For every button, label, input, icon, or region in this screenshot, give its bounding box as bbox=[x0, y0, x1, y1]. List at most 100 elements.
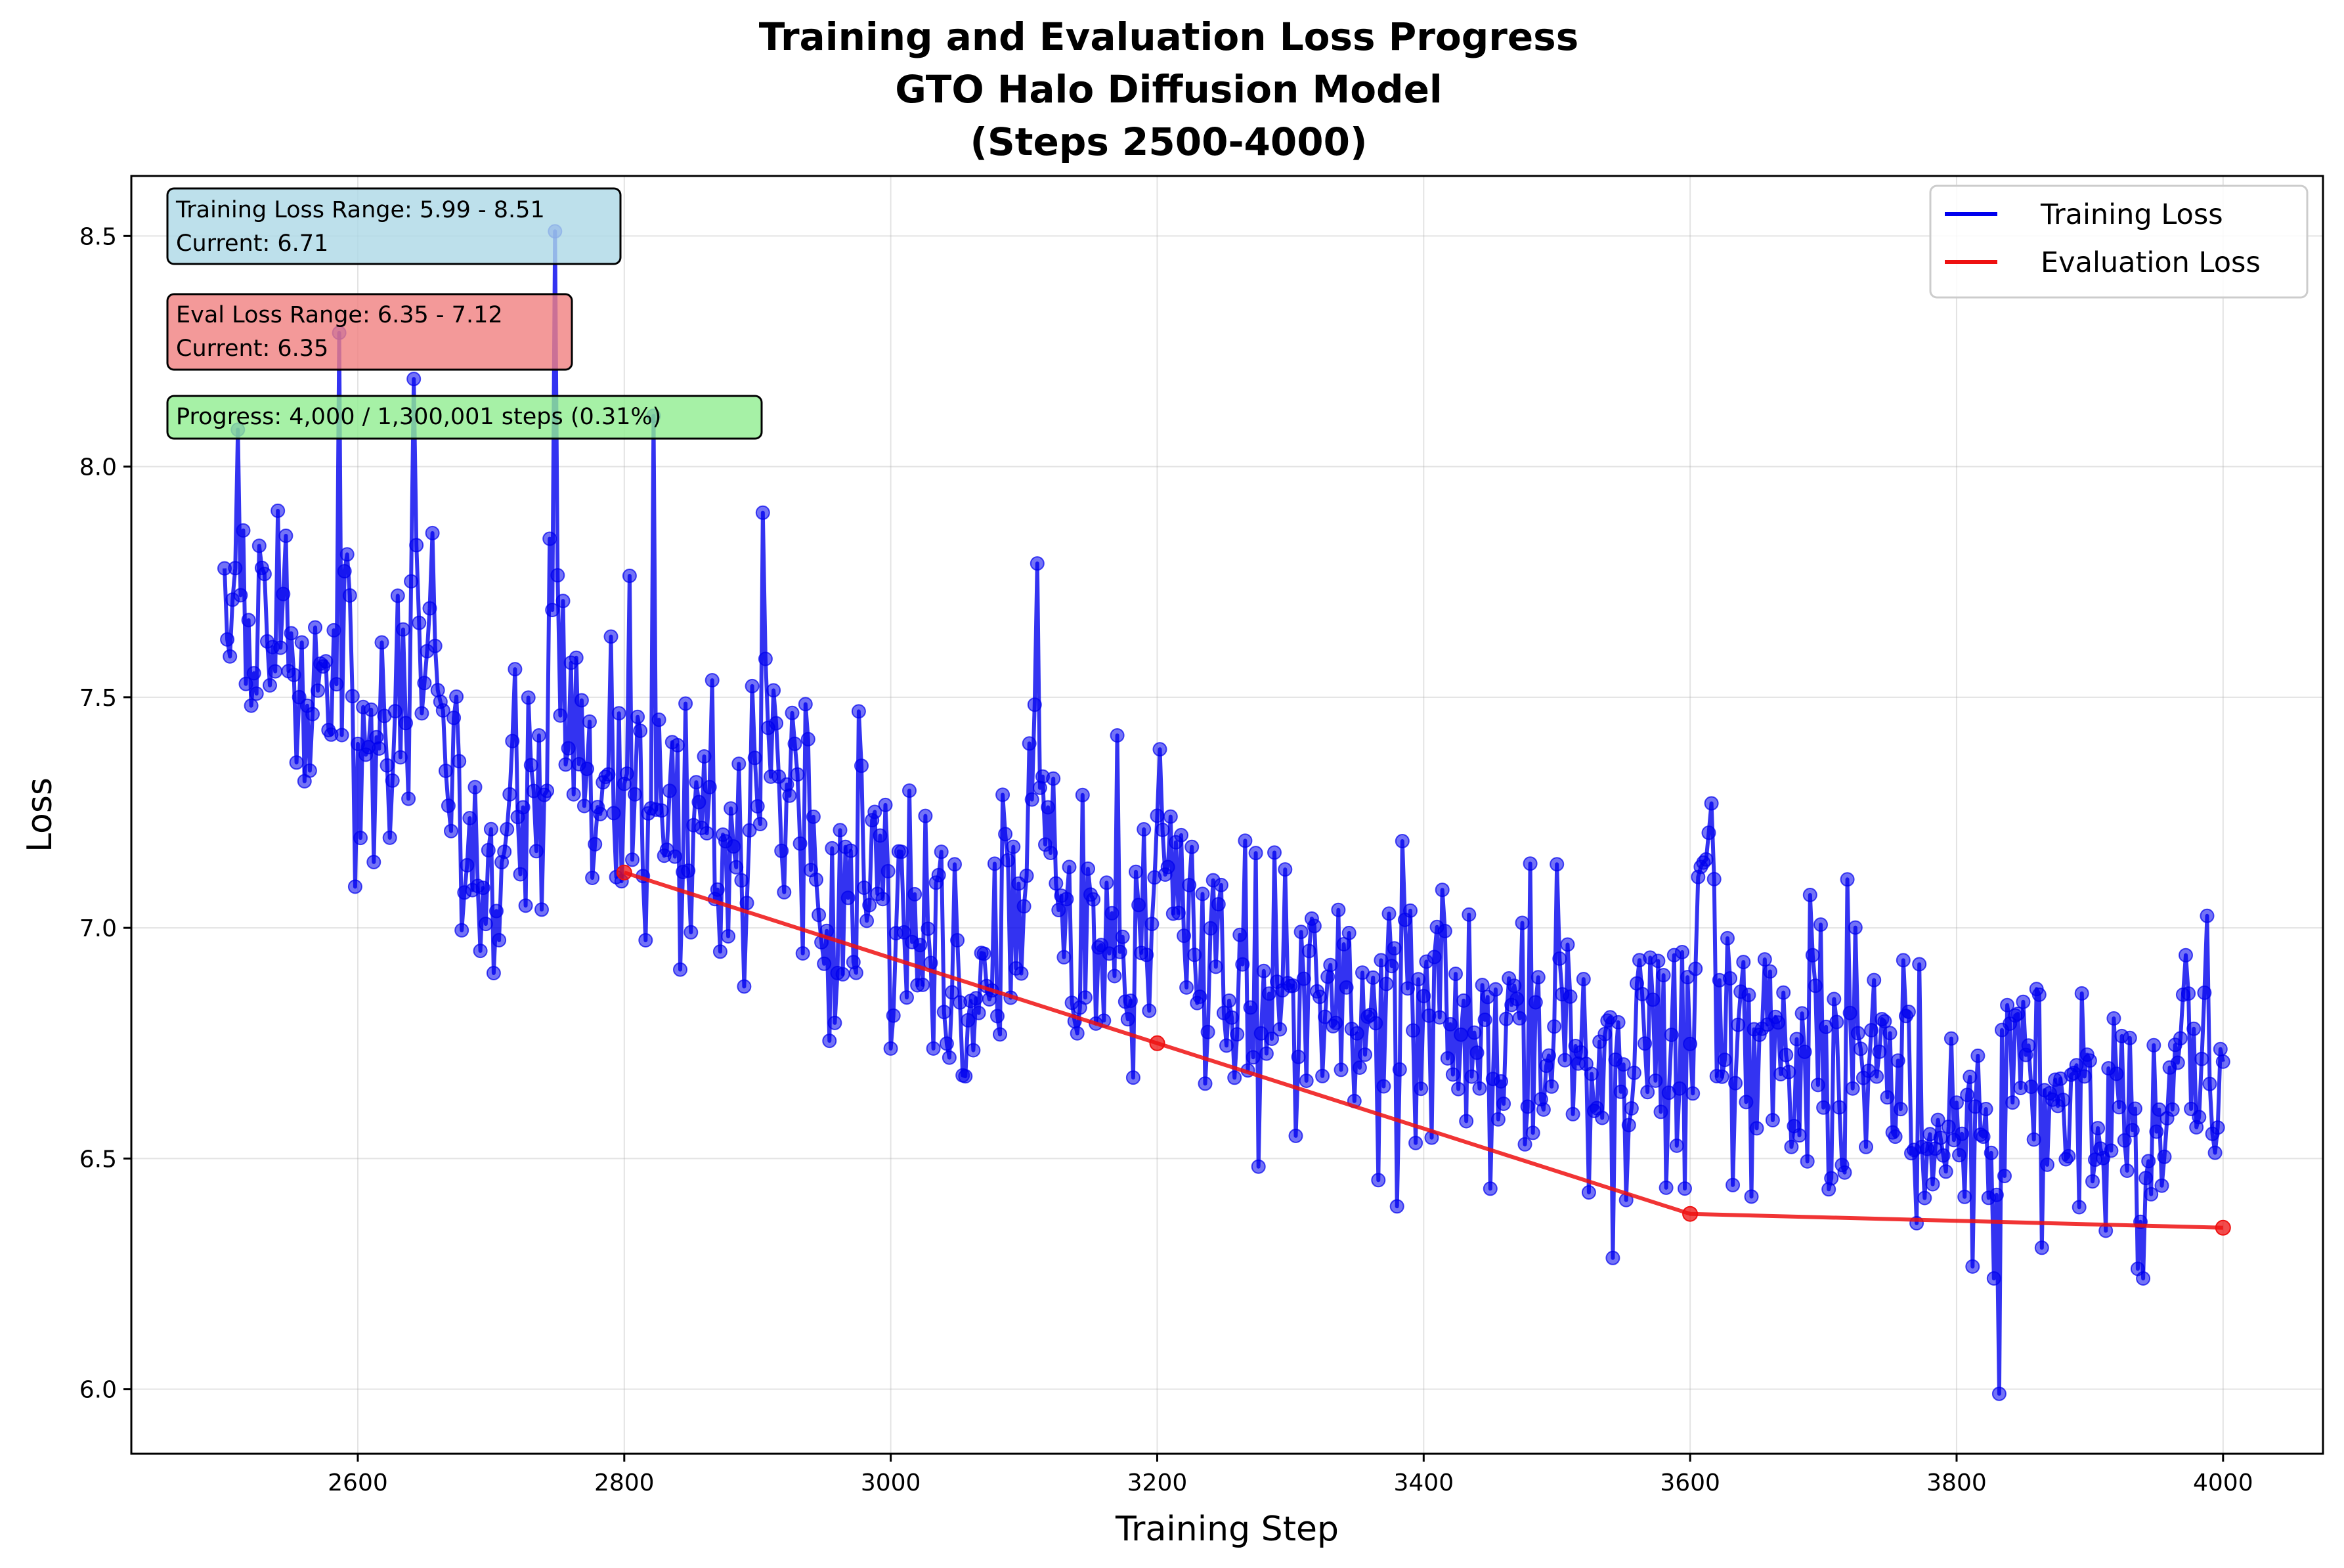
training-loss-point bbox=[966, 1043, 981, 1058]
training-loss-point bbox=[1075, 787, 1090, 802]
annotation-line: Current: 6.71 bbox=[176, 230, 328, 257]
training-loss-point bbox=[249, 686, 264, 701]
training-loss-point bbox=[576, 798, 592, 814]
training-loss-point bbox=[228, 561, 243, 576]
training-loss-point bbox=[1626, 1065, 1641, 1080]
training-loss-point bbox=[1051, 903, 1066, 917]
training-loss-point bbox=[958, 1069, 973, 1084]
training-loss-point bbox=[1701, 825, 1716, 840]
training-loss-point bbox=[1477, 1013, 1492, 1028]
training-loss-point bbox=[1406, 1023, 1421, 1038]
training-loss-point bbox=[2077, 1069, 2092, 1084]
training-loss-point bbox=[311, 683, 326, 698]
training-loss-point bbox=[800, 731, 815, 747]
training-loss-point bbox=[995, 787, 1010, 802]
training-loss-point bbox=[1293, 925, 1309, 940]
training-loss-point bbox=[745, 678, 760, 693]
training-loss-point bbox=[1427, 949, 1442, 965]
training-loss-point bbox=[1952, 1148, 1966, 1163]
training-loss-point bbox=[710, 882, 725, 897]
training-loss-point bbox=[289, 755, 304, 770]
training-loss-point bbox=[1933, 1130, 1948, 1145]
training-loss-point bbox=[1222, 993, 1236, 1008]
training-loss-point bbox=[1645, 992, 1660, 1007]
training-loss-point bbox=[1115, 929, 1130, 944]
training-loss-point bbox=[628, 787, 642, 802]
training-loss-point bbox=[726, 839, 741, 854]
training-loss-point bbox=[1957, 1189, 1972, 1204]
training-loss-point bbox=[1358, 1047, 1372, 1062]
training-loss-point bbox=[833, 823, 848, 838]
training-loss-point bbox=[1850, 1026, 1865, 1041]
training-loss-point bbox=[1991, 1386, 2007, 1401]
training-loss-point bbox=[2170, 1055, 2185, 1070]
training-loss-point bbox=[1467, 1025, 1482, 1040]
training-loss-point bbox=[1267, 845, 1282, 860]
training-loss-point bbox=[878, 797, 893, 812]
training-loss-point bbox=[1120, 1012, 1135, 1027]
training-loss-point bbox=[1187, 947, 1202, 963]
training-loss-point bbox=[446, 710, 462, 726]
y-tick-label: 6.0 bbox=[79, 1377, 117, 1404]
training-loss-point bbox=[843, 843, 858, 858]
annotation-line: Eval Loss Range: 6.35 - 7.12 bbox=[176, 302, 503, 328]
training-loss-point bbox=[460, 858, 475, 873]
training-loss-point bbox=[1104, 905, 1119, 921]
training-loss-point bbox=[689, 775, 704, 790]
training-loss-point bbox=[1184, 839, 1200, 854]
evaluation-loss-point bbox=[616, 864, 632, 881]
training-loss-point bbox=[1107, 969, 1122, 984]
training-loss-point bbox=[2146, 1037, 2161, 1053]
training-loss-point bbox=[724, 801, 739, 816]
training-loss-point bbox=[721, 929, 736, 944]
training-loss-point bbox=[2154, 1178, 2169, 1193]
y-tick-label: 7.0 bbox=[79, 915, 117, 942]
training-loss-point bbox=[1296, 971, 1311, 986]
training-loss-point bbox=[268, 664, 283, 679]
training-loss-point bbox=[263, 678, 277, 693]
training-loss-point bbox=[1110, 728, 1125, 743]
x-axis-ticks: 2600 2800 3000 3200 3400 3600 3800 4000 bbox=[328, 1454, 2253, 1496]
training-loss-point bbox=[1669, 1138, 1684, 1153]
legend-label-training: Training Loss bbox=[2040, 198, 2223, 231]
training-loss-point bbox=[1517, 1137, 1532, 1152]
training-loss-point bbox=[1256, 963, 1271, 978]
training-loss-point bbox=[880, 863, 896, 879]
training-loss-point bbox=[1349, 1026, 1364, 1041]
training-loss-point bbox=[1445, 1067, 1460, 1082]
training-loss-point bbox=[399, 716, 413, 731]
training-loss-point bbox=[873, 828, 888, 843]
training-loss-point bbox=[1379, 976, 1394, 991]
training-loss-point bbox=[238, 676, 253, 691]
training-loss-point bbox=[380, 758, 395, 773]
training-loss-point bbox=[1131, 898, 1146, 913]
training-loss-point bbox=[542, 531, 557, 546]
training-loss-point bbox=[2112, 1100, 2127, 1115]
training-loss-point bbox=[483, 821, 498, 837]
training-loss-point bbox=[1278, 862, 1293, 877]
training-loss-point bbox=[812, 907, 827, 923]
training-loss-point bbox=[441, 798, 456, 814]
training-loss-point bbox=[257, 567, 272, 582]
training-loss-point bbox=[2136, 1271, 2151, 1286]
training-loss-point bbox=[286, 667, 301, 682]
training-loss-point bbox=[1656, 968, 1671, 983]
training-loss-point bbox=[1930, 1112, 1945, 1127]
training-loss-point bbox=[1901, 1005, 1916, 1019]
training-loss-point bbox=[1139, 947, 1154, 963]
training-loss-point bbox=[1605, 1250, 1620, 1265]
training-loss-point bbox=[942, 1050, 957, 1065]
training-loss-point bbox=[387, 704, 402, 719]
training-loss-point bbox=[580, 762, 594, 776]
training-loss-point bbox=[1437, 924, 1452, 938]
training-loss-point bbox=[1381, 906, 1397, 921]
training-loss-point bbox=[2026, 1132, 2041, 1147]
training-loss-point bbox=[1219, 1038, 1234, 1053]
training-loss-point bbox=[1318, 1009, 1333, 1024]
training-loss-point bbox=[505, 733, 520, 749]
training-loss-point bbox=[947, 857, 962, 872]
training-loss-point bbox=[1313, 990, 1327, 1005]
training-loss-point bbox=[2197, 985, 2212, 1000]
training-loss-point bbox=[1544, 1079, 1559, 1094]
training-loss-point bbox=[1542, 1048, 1556, 1063]
